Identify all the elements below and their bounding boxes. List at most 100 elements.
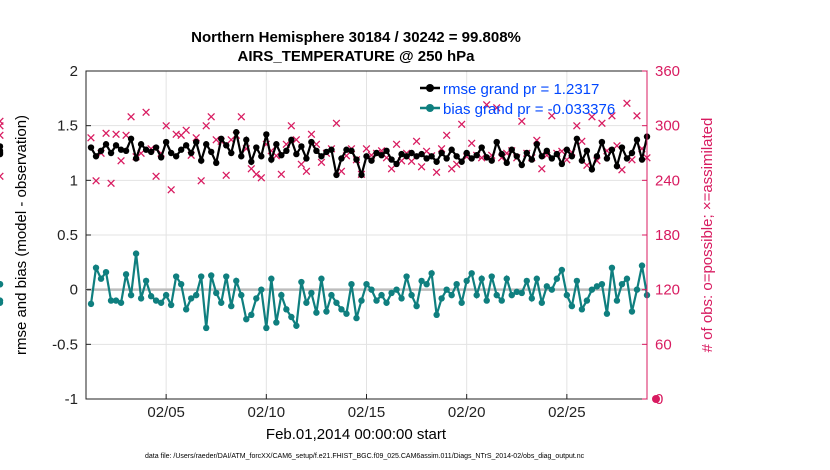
bias-point [558,266,566,274]
bias-point [298,278,305,286]
rmse-point [428,153,435,160]
y2-axis-label: # of obs: o=possible; ×=assimilated [699,118,716,353]
bias-point [117,299,125,306]
obs-point: ✕ [632,110,643,125]
bias-point [378,291,385,299]
rmse-point [182,142,190,149]
y-tick-label: 1 [70,172,78,189]
obs-point: ✕ [476,152,487,167]
bias-point [308,289,315,297]
rmse-point [127,135,135,142]
bias-point [278,291,285,299]
bias-point [383,299,390,306]
bias-point [323,308,330,315]
obs-point: ✕ [466,137,477,152]
bias-point [438,295,445,302]
rmse-point [368,157,375,164]
rmse-point [137,141,145,148]
obs-point: ✕ [622,97,633,112]
bias-point [263,324,270,332]
rmse-point [117,146,125,153]
y2-tick-label: 120 [655,282,680,299]
bias-point [303,299,310,306]
rmse-point [278,151,285,159]
bias-point [403,273,410,280]
obs-point: ✕ [316,156,327,171]
obs-point: ✕ [501,147,512,162]
rmse-point [588,166,596,173]
rmse-point [593,153,601,160]
bias-point [393,286,400,293]
obs-point: ✕ [541,149,552,164]
obs-point: ✕ [241,142,252,157]
rmse-point [348,147,355,155]
obs-point: ✕ [0,170,5,185]
bias-point [258,286,265,293]
obs-point: ✕ [101,127,112,142]
x-tick-label: 02/15 [348,404,386,421]
rmse-point [187,149,195,157]
obs-point: ✕ [546,110,557,125]
obs-point: ✕ [306,128,317,143]
bias-point [0,297,4,304]
y-axis-label: rmse and bias (model - observation) [13,115,30,355]
bias-point [603,310,611,317]
obs-point: ✕ [0,129,5,144]
rmse-point [483,154,490,161]
rmse-point [283,147,290,155]
obs-point: ✕ [246,162,257,177]
bias-point [348,281,355,288]
bias-line [89,253,649,330]
legend-bias-marker [426,104,434,112]
bias-point [428,270,435,277]
bias-point [293,322,300,329]
obs-point: ✕ [637,142,648,157]
rmse-point [378,151,385,159]
bias-point [333,299,340,306]
obs-point: ✕ [0,115,5,130]
obs-point: ✕ [276,168,287,183]
bias-point [548,286,556,293]
y-tick-label: -1 [65,391,78,408]
bias-point [248,311,255,319]
rmse-point [513,153,520,160]
obs-point: ✕ [491,101,502,116]
obs-point: ✕ [151,170,162,185]
bias-point [458,299,465,306]
rmse-point [608,146,616,153]
obs-point: ✕ [581,159,592,174]
rmse-point [233,129,240,136]
obs-point: ✕ [161,120,172,135]
rmse-point [548,155,556,162]
obs-point: ✕ [381,152,392,167]
bias-point [408,291,415,299]
bias-point [223,273,230,280]
rmse-point [273,141,280,148]
rmse-point [238,153,245,160]
obs-point: ✕ [376,144,387,159]
bias-point [107,297,115,304]
rmse-point [328,146,335,153]
obs-point: ✕ [586,111,597,126]
rmse-point [603,155,611,162]
rmse-point [0,150,4,158]
obs-count-series: ✕✕✕✕✕✕✕✕✕✕✕✕✕✕✕✕✕✕✕✕✕✕✕✕✕✕✕✕✕✕✕✕✕✕✕✕✕✕✕✕… [0,97,660,403]
obs-point: ✕ [391,138,402,153]
bias-point [513,288,520,296]
rmse-point [177,146,185,153]
rmse-point [583,147,591,155]
bias-point [453,281,460,288]
rmse-point [468,155,475,162]
obs-point: ✕ [576,135,587,150]
obs-point: ✕ [461,151,472,166]
bias-point [243,315,250,323]
obs-point: ✕ [121,129,132,144]
bias-point [583,297,591,304]
rmse-point [162,138,170,146]
y2-tick-label: 180 [655,227,680,244]
bias-point [463,277,470,285]
rmse-point [538,153,546,160]
bias-point [343,310,350,317]
rmse-point [318,153,325,160]
